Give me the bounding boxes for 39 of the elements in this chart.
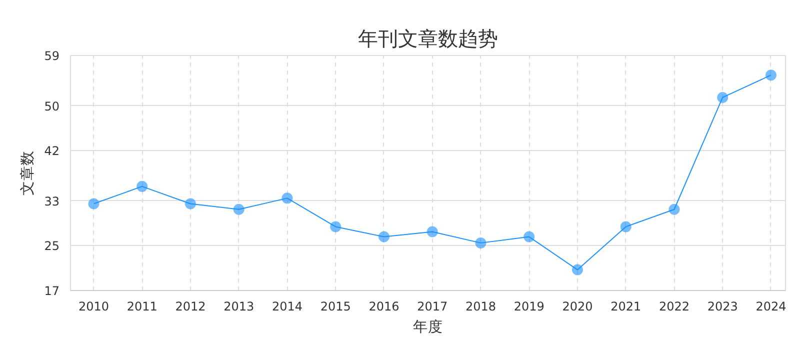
point [330, 221, 342, 232]
point [524, 231, 535, 242]
x-tick-label: 2018 [465, 300, 496, 314]
x-axis-title: 年度 [413, 318, 443, 336]
point [426, 226, 438, 238]
x-tick-label: 2021 [610, 300, 642, 314]
x-tick-label: 2016 [368, 300, 400, 314]
x-tick-label: 2019 [514, 300, 544, 314]
y-tick-label: 25 [44, 239, 60, 254]
point [572, 264, 583, 276]
y-tick-label: 50 [44, 99, 60, 114]
y-tick-label: 33 [44, 194, 60, 208]
x-tick-label: 2011 [126, 300, 158, 314]
x-tick-label: 2022 [658, 300, 690, 314]
y-tick-label: 17 [44, 284, 60, 298]
point [184, 198, 196, 210]
x-tick-label: 2023 [707, 300, 738, 314]
y-tick-label: 42 [44, 144, 60, 158]
x-tick-label: 2014 [272, 300, 303, 314]
chart-title: 年刊文章数趋势 [358, 26, 498, 50]
point [88, 198, 100, 210]
point [378, 231, 390, 242]
x-tick-label: 2015 [320, 300, 351, 314]
x-tick-label: 2024 [756, 300, 786, 314]
x-tick-label: 2020 [562, 300, 593, 314]
y-tick-label: 59 [44, 49, 60, 63]
point [620, 221, 632, 232]
point [475, 237, 486, 248]
point [136, 180, 148, 192]
x-tick-label: 2017 [417, 300, 448, 314]
x-tick-label: 2012 [175, 300, 206, 314]
point [717, 92, 728, 103]
x-tick-label: 2013 [224, 300, 254, 314]
point [668, 204, 680, 215]
point [765, 70, 776, 81]
x-tick-label: 2010 [78, 300, 109, 314]
point [282, 192, 293, 204]
y-axis-title: 文章数 [19, 150, 36, 196]
point [233, 204, 244, 215]
